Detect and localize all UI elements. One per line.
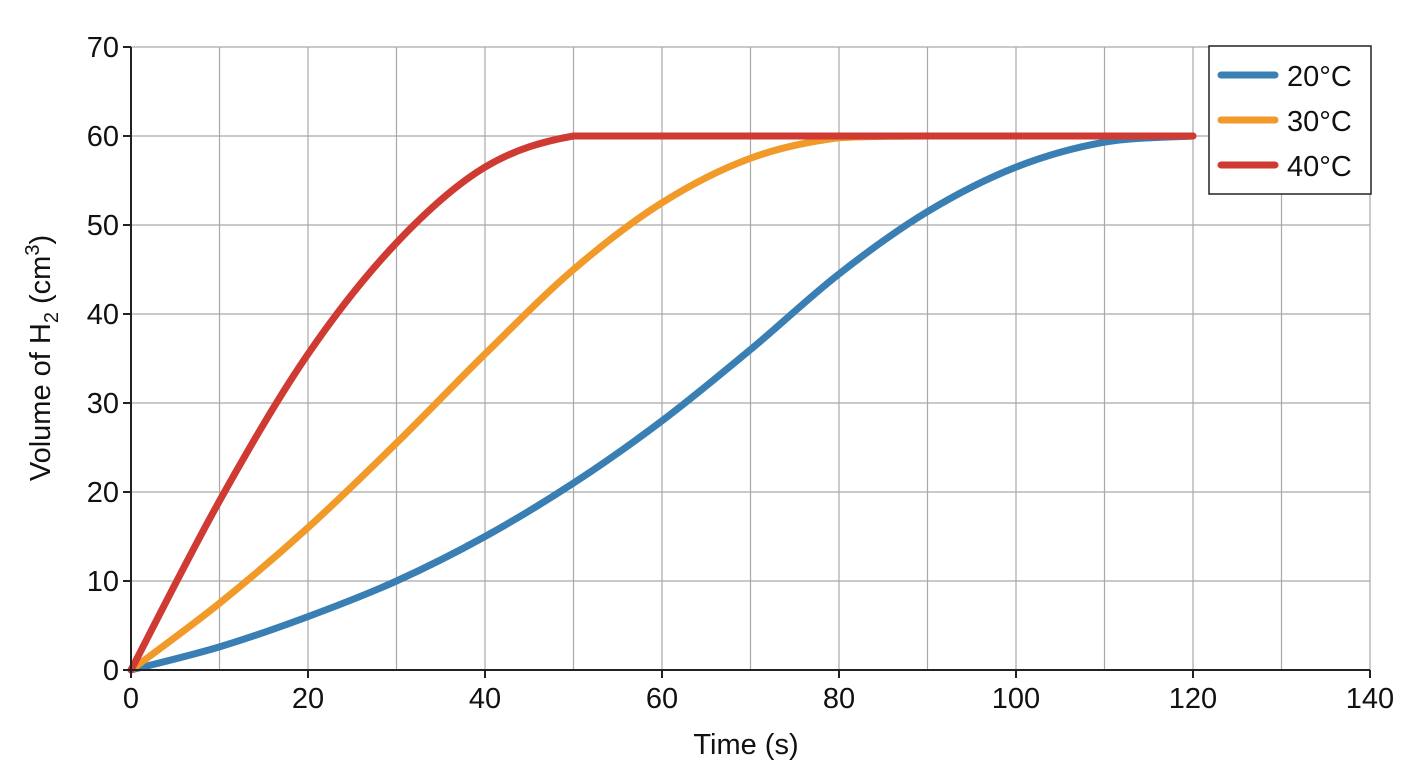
y-axis-title-main: Volume of H: [25, 323, 57, 481]
series-line-1: [127, 132, 1197, 674]
tick-labels: 0 20 40 60 80 100 120 140 0 10 20 30 40 50 60 70: [87, 32, 1394, 715]
y-axis-title-superscript: 3: [22, 245, 44, 256]
legend-label-2: 30°C: [1287, 106, 1352, 138]
y-tick-label: 20: [87, 477, 119, 509]
series-line-3: [127, 132, 1197, 674]
y-tick-label: 30: [87, 388, 119, 420]
x-tick-label: 40: [469, 683, 501, 715]
axes: [123, 46, 1371, 678]
legend-label-3: 40°C: [1287, 151, 1352, 183]
y-tick-label: 10: [87, 566, 119, 598]
x-tick-label: 100: [992, 683, 1040, 715]
grid: [131, 46, 1371, 670]
y-tick-label: 50: [87, 210, 119, 242]
x-tick-label: 60: [646, 683, 678, 715]
x-tick-label: 0: [123, 683, 139, 715]
y-axis-title-unit: (cm: [25, 256, 57, 312]
y-axis-title-subscript: 2: [41, 312, 63, 323]
y-tick-label: 0: [103, 655, 119, 687]
x-tick-label: 140: [1346, 683, 1394, 715]
x-tick-label: 80: [823, 683, 855, 715]
y-tick-label: 60: [87, 121, 119, 153]
legend: 20°C 30°C 40°C: [1208, 45, 1372, 195]
x-axis-title: Time (s): [693, 729, 798, 761]
legend-label-1: 20°C: [1287, 61, 1352, 93]
x-tick-label: 120: [1169, 683, 1217, 715]
y-tick-label: 40: [87, 299, 119, 331]
x-tick-label: 20: [292, 683, 324, 715]
y-tick-label: 70: [87, 32, 119, 64]
series-lines: [127, 132, 1197, 674]
y-axis-title-close: ): [25, 235, 57, 245]
y-axis-title: Volume of H2 (cm3): [22, 235, 63, 481]
